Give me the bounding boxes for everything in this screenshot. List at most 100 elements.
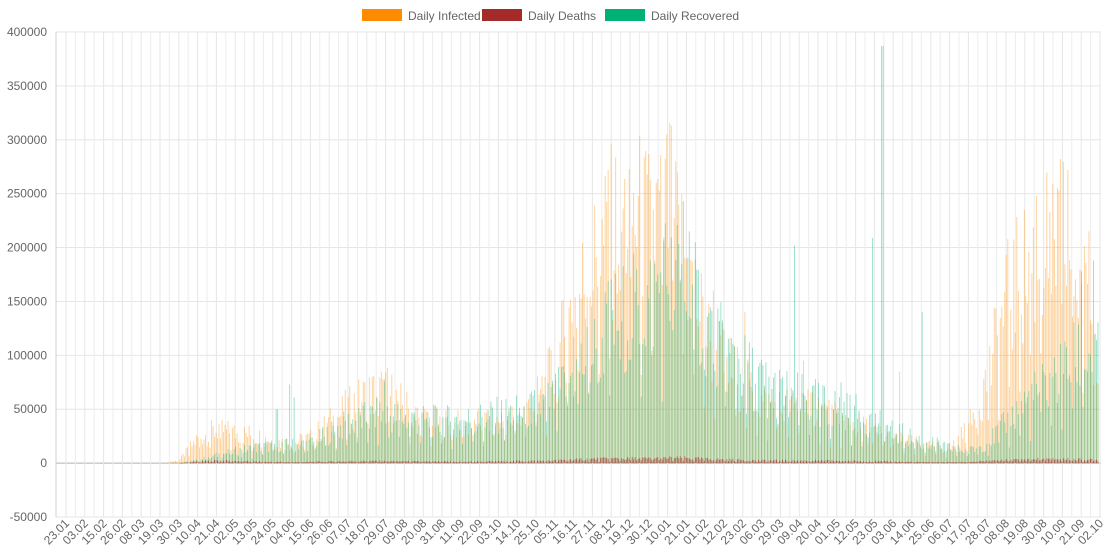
bar bbox=[729, 337, 731, 464]
bar bbox=[434, 427, 436, 464]
bar bbox=[857, 461, 859, 464]
bar bbox=[543, 393, 545, 464]
bar bbox=[854, 405, 856, 464]
bar bbox=[489, 431, 490, 464]
bar bbox=[415, 407, 417, 464]
bar bbox=[212, 426, 214, 464]
bar bbox=[1049, 458, 1051, 464]
bar bbox=[815, 425, 816, 464]
bar bbox=[170, 461, 172, 464]
legend-item-daily-recovered[interactable]: Daily Recovered bbox=[605, 9, 739, 23]
legend-item-daily-deaths[interactable]: Daily Deaths bbox=[482, 9, 596, 23]
bar bbox=[1016, 458, 1018, 464]
bar bbox=[658, 292, 660, 464]
bar bbox=[861, 441, 863, 464]
bar bbox=[726, 357, 728, 464]
bar bbox=[335, 447, 337, 464]
bar bbox=[634, 234, 636, 464]
bar bbox=[185, 462, 187, 464]
bar bbox=[891, 437, 893, 464]
bar bbox=[714, 418, 716, 464]
bar bbox=[706, 348, 708, 464]
bar bbox=[945, 457, 947, 464]
bar bbox=[1073, 296, 1075, 464]
bar bbox=[211, 461, 212, 464]
bar bbox=[212, 455, 214, 464]
legend-item-daily-infected[interactable]: Daily Infected bbox=[362, 9, 481, 23]
bar bbox=[254, 442, 256, 464]
bar bbox=[655, 182, 657, 464]
bar bbox=[505, 399, 507, 464]
bar bbox=[696, 457, 698, 464]
bar bbox=[624, 178, 626, 464]
bar bbox=[679, 456, 681, 464]
bar bbox=[986, 443, 988, 464]
bar bbox=[717, 458, 719, 464]
bar bbox=[821, 406, 822, 464]
bar bbox=[969, 409, 971, 464]
bar bbox=[878, 460, 880, 464]
bar bbox=[804, 460, 806, 464]
bar bbox=[338, 437, 340, 464]
bar bbox=[873, 426, 875, 464]
bar bbox=[625, 272, 627, 464]
bar bbox=[669, 123, 671, 464]
bar bbox=[561, 459, 563, 464]
bar bbox=[480, 462, 481, 464]
bar bbox=[445, 461, 447, 464]
bar bbox=[634, 291, 636, 464]
bar bbox=[685, 311, 687, 464]
bar bbox=[564, 459, 566, 464]
bar bbox=[675, 457, 677, 464]
bar bbox=[1070, 269, 1072, 464]
bar bbox=[209, 458, 211, 464]
bar bbox=[434, 405, 436, 464]
bar bbox=[870, 427, 872, 464]
bar bbox=[869, 415, 871, 464]
bar bbox=[191, 460, 193, 464]
bar bbox=[637, 458, 639, 464]
bar bbox=[296, 444, 298, 464]
bar bbox=[806, 400, 807, 464]
bar bbox=[765, 460, 767, 464]
bar bbox=[525, 436, 526, 464]
bar bbox=[508, 411, 510, 464]
bar bbox=[286, 438, 288, 464]
bar bbox=[379, 377, 381, 464]
bar bbox=[574, 391, 576, 464]
bar bbox=[1014, 429, 1016, 464]
bar bbox=[702, 458, 704, 464]
bar bbox=[382, 461, 384, 464]
bar bbox=[436, 408, 438, 464]
bar bbox=[854, 427, 856, 464]
bar bbox=[320, 440, 322, 464]
bar bbox=[191, 446, 193, 464]
bar bbox=[987, 419, 989, 464]
bar bbox=[428, 461, 430, 464]
bar bbox=[1096, 339, 1097, 464]
bar bbox=[308, 461, 310, 464]
bar bbox=[395, 420, 397, 464]
bar bbox=[1032, 459, 1034, 464]
bar bbox=[1029, 441, 1031, 464]
bar bbox=[878, 423, 880, 464]
bar bbox=[580, 343, 582, 464]
bar bbox=[226, 429, 228, 464]
legend[interactable]: Daily Infected Daily Deaths Daily Recovere… bbox=[362, 9, 739, 23]
bar bbox=[314, 449, 316, 464]
bar bbox=[639, 457, 641, 464]
y-tick-label: 350000 bbox=[7, 79, 47, 93]
bar bbox=[475, 461, 477, 464]
bar bbox=[588, 393, 590, 464]
bar bbox=[604, 457, 606, 464]
bar bbox=[993, 307, 995, 464]
bar bbox=[562, 460, 564, 464]
bar bbox=[1053, 239, 1055, 464]
bar bbox=[930, 448, 932, 464]
bar bbox=[827, 425, 828, 464]
bar bbox=[520, 461, 522, 464]
bar bbox=[526, 402, 528, 464]
bar bbox=[657, 179, 659, 464]
bar bbox=[843, 420, 845, 464]
bar bbox=[386, 406, 388, 464]
